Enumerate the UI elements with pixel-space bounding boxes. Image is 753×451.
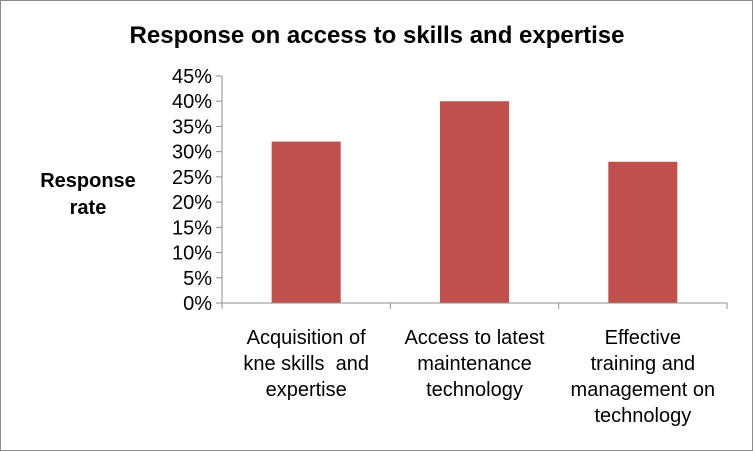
y-tick-label: 45% <box>172 66 212 88</box>
y-axis-ticks: 0% 5% 10% 15% 20% 25% 30% 35% 40% 45% <box>172 66 222 315</box>
bar <box>271 141 341 303</box>
x-category-label-line: Effective <box>605 327 681 349</box>
y-tick-label: 15% <box>172 217 212 239</box>
y-tick-label: 5% <box>183 268 212 290</box>
y-axis-label: Response rate <box>40 170 136 219</box>
x-category-label: Effective training and management on techno… <box>571 327 716 427</box>
bar <box>608 161 678 303</box>
chart-title: Response on access to skills and experti… <box>130 22 625 49</box>
y-tick-label: 40% <box>172 91 212 113</box>
y-tick-label: 35% <box>172 116 212 138</box>
y-tick-label: 0% <box>183 293 212 315</box>
y-axis-label-line: Response <box>40 170 136 192</box>
y-tick-label: 20% <box>172 192 212 214</box>
x-category-label-line: technology <box>426 379 523 401</box>
y-tick-label: 25% <box>172 167 212 189</box>
x-category-label: Access to latest maintenance technology <box>404 327 545 401</box>
axes <box>221 76 728 309</box>
x-category-label-line: Acquisition of <box>247 327 366 349</box>
x-category-label-line: training and <box>591 353 696 375</box>
y-tick-label: 30% <box>172 142 212 164</box>
x-category-label-line: Access to latest <box>404 327 545 349</box>
x-category-label-line: maintenance <box>417 353 532 375</box>
x-category-label: Acquisition of kne skills and expertise <box>243 327 369 401</box>
x-axis-categories: Acquisition of kne skills and expertise Acc… <box>243 327 715 427</box>
bars <box>271 101 678 303</box>
x-category-label-line: technology <box>594 405 691 427</box>
bar <box>439 101 510 303</box>
x-category-label-line: expertise <box>266 379 347 401</box>
x-category-label-line: management on <box>571 379 716 401</box>
y-axis-label-line: rate <box>70 197 107 219</box>
x-category-label-line: kne skills and <box>243 353 369 375</box>
y-tick-label: 10% <box>172 243 212 265</box>
